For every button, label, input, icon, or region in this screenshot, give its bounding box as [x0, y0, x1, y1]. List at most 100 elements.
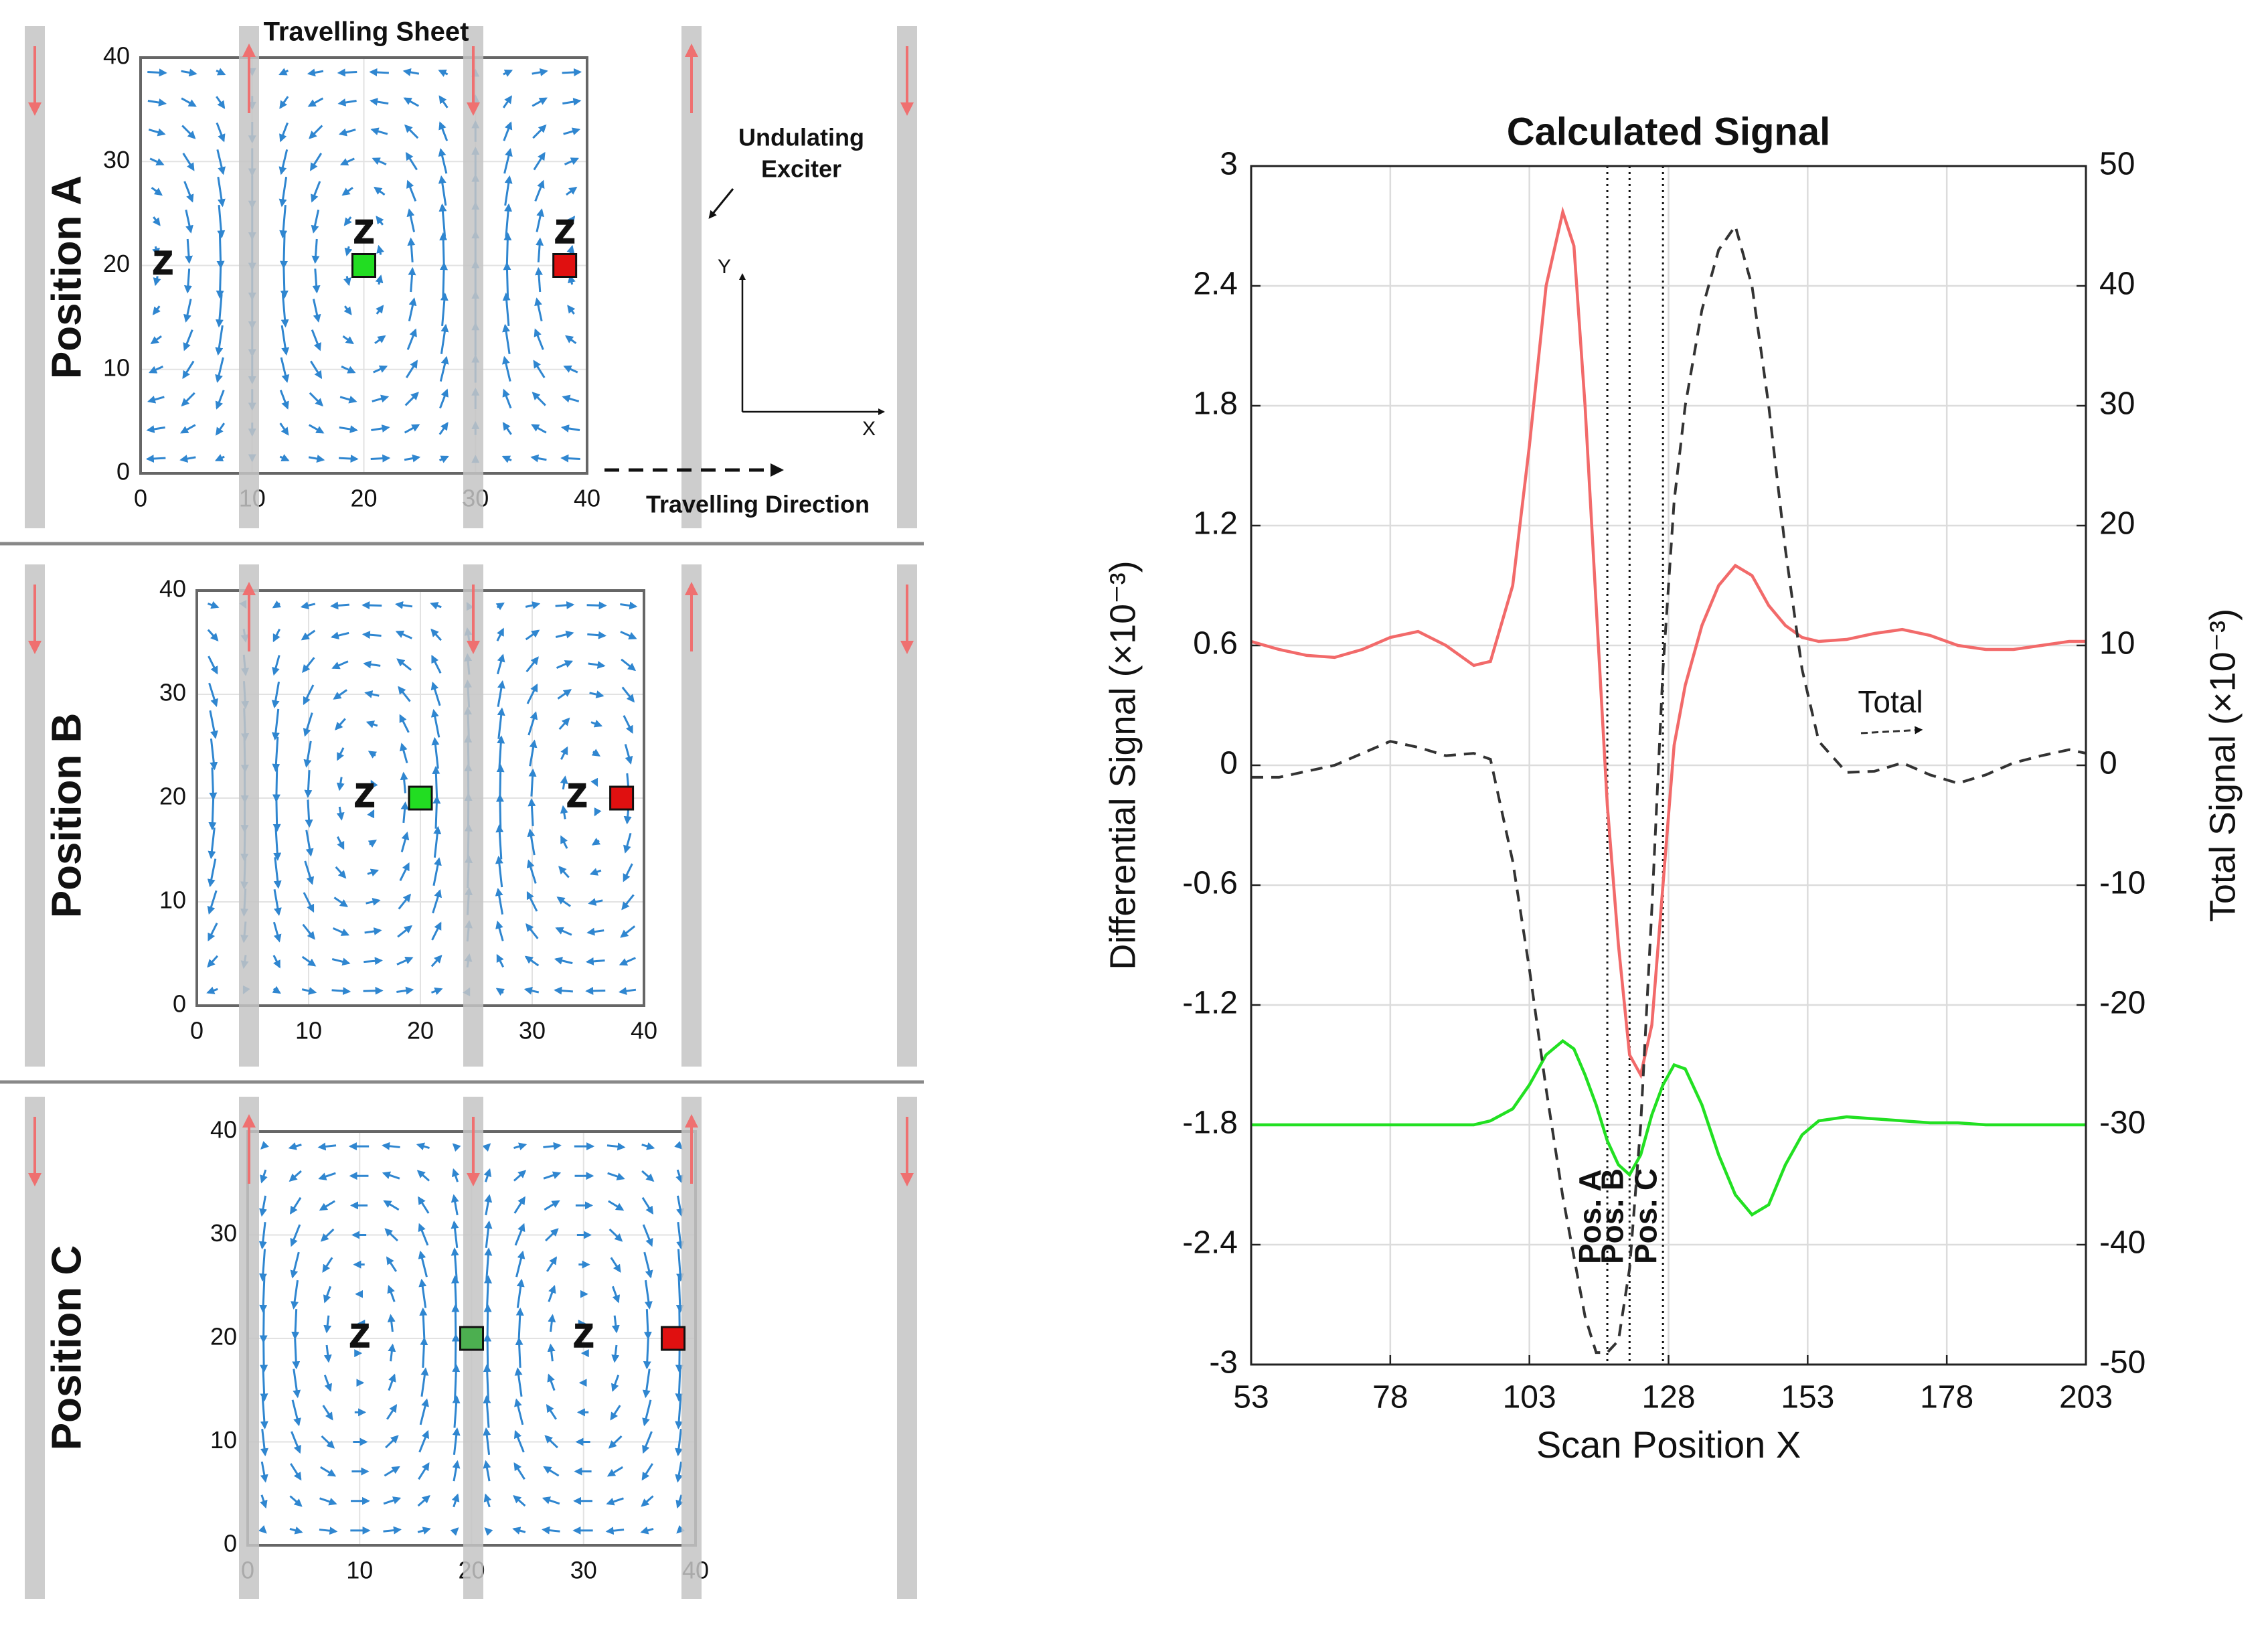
field-arrow	[408, 297, 417, 321]
field-arrow	[290, 1196, 302, 1215]
field-arrow	[606, 1142, 626, 1151]
field-arrow	[319, 1200, 335, 1211]
field-arrow	[438, 203, 447, 237]
field-arrow	[495, 855, 503, 888]
field-arrow	[400, 771, 408, 793]
field-arrow	[339, 455, 359, 463]
z-label: Z	[354, 215, 374, 250]
field-arrow	[451, 1247, 459, 1280]
field-arrow	[152, 246, 160, 256]
y-tick-label: 0	[173, 990, 186, 1018]
field-arrow	[208, 797, 217, 831]
field-arrow	[501, 455, 512, 463]
field-arrow	[319, 1527, 338, 1535]
field-arrow	[610, 1257, 621, 1273]
field-arrow	[279, 205, 288, 239]
field-arrow	[430, 954, 442, 967]
field-arrow	[337, 747, 345, 761]
field-arrow	[430, 987, 443, 996]
field-arrow	[432, 765, 440, 799]
field-arrow	[304, 860, 315, 885]
field-arrow	[418, 1223, 429, 1246]
field-arrow	[546, 1256, 557, 1272]
y-tick-label: 0	[224, 1530, 237, 1557]
field-arrow	[642, 1224, 653, 1247]
y2-tick-label: -10	[2099, 866, 2145, 901]
field-arrow	[515, 1336, 523, 1368]
y2-tick-label: -30	[2099, 1105, 2145, 1141]
field-arrow	[528, 798, 536, 826]
field-arrow	[431, 654, 442, 674]
field-arrow	[438, 422, 449, 435]
field-arrow	[260, 1461, 268, 1483]
field-arrow	[619, 957, 636, 966]
field-arrow	[496, 653, 505, 675]
field-arrow	[438, 175, 447, 206]
field-arrow	[535, 266, 543, 293]
field-arrow	[279, 234, 288, 269]
field-arrow	[567, 216, 576, 226]
field-arrow	[183, 299, 192, 323]
field-arrow	[497, 707, 505, 739]
field-arrow	[563, 127, 581, 135]
field-arrow	[398, 893, 412, 910]
field-arrow	[533, 151, 546, 171]
field-arrow	[502, 356, 511, 382]
field-arrow	[451, 1168, 460, 1182]
field-arrow	[323, 1315, 332, 1334]
field-arrow	[292, 1338, 301, 1370]
field-arrow	[366, 898, 381, 906]
field-arrow	[430, 708, 440, 738]
field-arrow	[406, 328, 417, 350]
field-arrow	[450, 1527, 459, 1536]
field-arrow	[206, 986, 218, 994]
field-arrow	[323, 1344, 332, 1363]
field-arrow	[279, 390, 289, 410]
field-arrow	[585, 986, 606, 995]
x-tick-label: 203	[2059, 1380, 2113, 1415]
field-arrow	[609, 1228, 623, 1242]
field-arrow	[548, 1285, 556, 1302]
field-arrow	[560, 775, 568, 790]
annotation-arrow	[708, 188, 734, 219]
field-arrow	[533, 360, 546, 378]
field-arrow	[181, 68, 197, 77]
field-arrow	[532, 68, 548, 76]
field-arrow	[676, 1525, 685, 1534]
x-axis-label: Scan Position X	[1536, 1423, 1801, 1466]
field-arrow	[214, 454, 225, 462]
y2-tick-label: 10	[2099, 626, 2135, 662]
field-arrow	[152, 305, 161, 315]
x-tick-label: 30	[519, 1017, 546, 1044]
field-arrow	[216, 68, 226, 76]
field-arrow	[512, 1527, 526, 1535]
field-arrow	[589, 690, 604, 698]
field-arrow	[308, 424, 325, 434]
field-arrow	[644, 1279, 653, 1310]
field-arrow	[308, 455, 325, 463]
field-arrow	[547, 1343, 556, 1362]
field-arrow	[395, 630, 412, 639]
field-arrow	[215, 325, 224, 356]
field-arrow	[394, 601, 413, 609]
field-arrow	[152, 216, 161, 226]
annotation: Travelling Sheet	[264, 17, 469, 47]
field-arrow	[525, 629, 540, 641]
field-arrow	[451, 1220, 459, 1248]
field-arrow	[417, 1527, 431, 1535]
z-label: Z	[574, 1319, 593, 1354]
field-arrow	[337, 98, 357, 107]
field-arrow	[496, 953, 504, 967]
field-arrow	[366, 720, 378, 728]
field-arrow	[420, 1367, 429, 1397]
field-arrow	[386, 1256, 398, 1272]
field-arrow	[272, 629, 280, 643]
field-arrow	[525, 656, 539, 673]
field-arrow	[548, 1314, 556, 1332]
field-arrow	[504, 203, 513, 237]
plot-frame	[1250, 165, 2087, 1366]
field-arrow	[495, 887, 504, 915]
field-arrow	[363, 957, 383, 965]
field-arrow	[343, 216, 352, 226]
